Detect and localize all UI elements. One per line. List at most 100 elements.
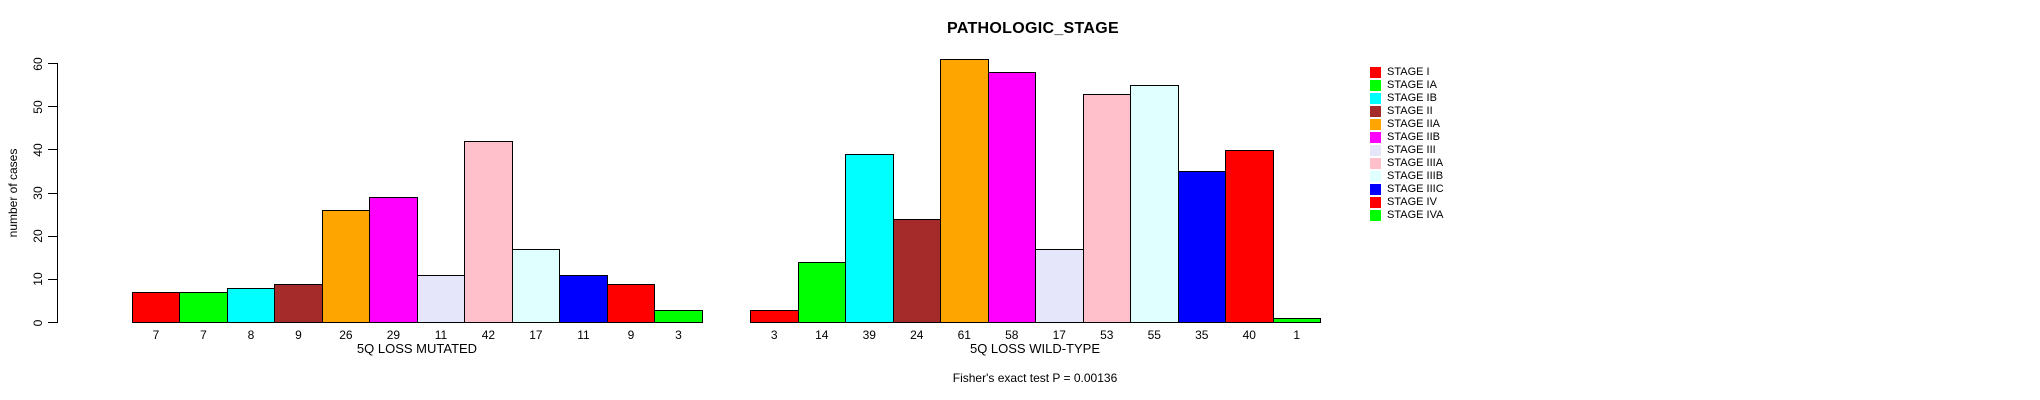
bar <box>1082 93 1131 324</box>
bar-value-label: 17 <box>1052 328 1066 342</box>
bar-value-label: 11 <box>434 328 448 342</box>
bar-value-label: 14 <box>815 328 829 342</box>
legend-label: STAGE IIIC <box>1387 183 1444 195</box>
footnote-fisher-test: Fisher's exact test P = 0.00136 <box>952 371 1118 385</box>
legend-color-swatch <box>1370 184 1381 195</box>
bar <box>797 262 846 324</box>
y-tick-mark <box>48 149 57 151</box>
legend-color-swatch <box>1370 158 1381 169</box>
bar-value-label: 8 <box>247 328 255 342</box>
legend-label: STAGE IA <box>1387 79 1437 91</box>
bar <box>1035 249 1084 324</box>
legend-item: STAGE IIA <box>1370 118 1444 131</box>
legend-label: STAGE IIIA <box>1387 157 1444 169</box>
bar <box>321 210 371 324</box>
bar-value-label: 11 <box>577 328 590 342</box>
bar-value-label: 17 <box>529 328 543 342</box>
legend-color-swatch <box>1370 67 1381 78</box>
y-tick-label: 10 <box>31 272 45 287</box>
bar-value-label: 7 <box>152 328 160 342</box>
bar-value-label: 53 <box>1100 328 1114 342</box>
bar <box>131 292 181 324</box>
y-tick-mark <box>48 106 57 108</box>
legend-item: STAGE III <box>1370 144 1444 157</box>
y-tick-mark <box>48 278 57 280</box>
bar-value-label: 61 <box>957 328 971 342</box>
y-tick-label: 50 <box>31 99 45 114</box>
bar <box>987 72 1036 324</box>
chart-title: PATHOLOGIC_STAGE <box>947 20 1119 37</box>
legend-item: STAGE IIIA <box>1370 157 1444 170</box>
bar-value-label: 9 <box>627 328 635 342</box>
bar <box>1272 318 1321 324</box>
bar-value-label: 40 <box>1242 328 1256 342</box>
legend-item: STAGE IA <box>1370 79 1444 92</box>
legend-label: STAGE I <box>1387 66 1430 78</box>
legend-item: STAGE IB <box>1370 92 1444 105</box>
bar-value-label: 55 <box>1147 328 1161 342</box>
y-tick-label: 60 <box>31 56 45 71</box>
legend-color-swatch <box>1370 171 1381 182</box>
bar-value-label: 3 <box>770 328 778 342</box>
bar <box>940 59 989 324</box>
legend-color-swatch <box>1370 197 1381 208</box>
bar-value-label: 26 <box>339 328 353 342</box>
legend-label: STAGE IB <box>1387 92 1437 104</box>
y-tick-mark <box>48 192 57 194</box>
legend-color-swatch <box>1370 93 1381 104</box>
legend-label: STAGE IIIB <box>1387 170 1444 182</box>
bar-value-label: 29 <box>386 328 401 342</box>
y-tick-mark <box>48 235 57 237</box>
bar-value-label: 58 <box>1005 328 1019 342</box>
y-tick-label: 30 <box>31 186 45 200</box>
bar <box>226 287 276 324</box>
bar <box>464 141 513 324</box>
bar <box>179 292 228 324</box>
legend: STAGE I STAGE IA STAGE IB STAGE II STAGE IIA… <box>1370 66 1444 222</box>
bar-value-label: 35 <box>1195 328 1209 342</box>
legend-color-swatch <box>1370 210 1381 221</box>
bar <box>606 283 656 324</box>
bar-value-label: 1 <box>1293 328 1301 342</box>
bar <box>1130 85 1179 324</box>
legend-item: STAGE IIIB <box>1370 170 1444 183</box>
legend-color-swatch <box>1370 106 1381 117</box>
legend-color-swatch <box>1370 145 1381 156</box>
y-tick-label: 0 <box>31 319 45 326</box>
y-tick-label: 40 <box>31 143 45 157</box>
legend-item: STAGE IIIC <box>1370 183 1444 196</box>
legend-item: STAGE I <box>1370 66 1444 79</box>
bar <box>559 275 608 324</box>
y-tick-label: 20 <box>31 229 45 243</box>
legend-label: STAGE IVA <box>1387 209 1444 221</box>
x-axis-label-wildtype: 5Q LOSS WILD-TYPE <box>969 341 1101 356</box>
legend-label: STAGE IIB <box>1387 131 1440 143</box>
x-axis-label-mutated: 5Q LOSS MUTATED <box>356 341 478 356</box>
bar <box>274 283 323 324</box>
bar-value-label: 39 <box>862 328 876 342</box>
bar <box>369 197 418 324</box>
y-axis-line <box>57 63 58 323</box>
bar <box>511 249 561 324</box>
bar-value-label: 7 <box>200 328 207 342</box>
legend-label: STAGE II <box>1387 105 1433 117</box>
legend-item: STAGE II <box>1370 105 1444 118</box>
legend-item: STAGE IV <box>1370 196 1444 209</box>
y-tick-mark <box>48 322 57 323</box>
bar <box>654 309 703 324</box>
legend-label: STAGE IV <box>1387 196 1437 208</box>
legend-color-swatch <box>1370 80 1381 91</box>
bar <box>892 218 941 324</box>
y-axis-label: number of cases <box>6 148 20 238</box>
bar-value-label: 24 <box>910 328 924 342</box>
bar-value-label: 3 <box>675 328 682 342</box>
legend-item: STAGE IVA <box>1370 209 1444 222</box>
y-tick-mark <box>48 63 57 64</box>
bar-value-label: 9 <box>295 328 302 342</box>
bar <box>750 309 799 324</box>
bar-value-label: 42 <box>481 328 496 342</box>
bar <box>1177 171 1226 324</box>
bar <box>845 154 894 324</box>
legend-color-swatch <box>1370 119 1381 130</box>
